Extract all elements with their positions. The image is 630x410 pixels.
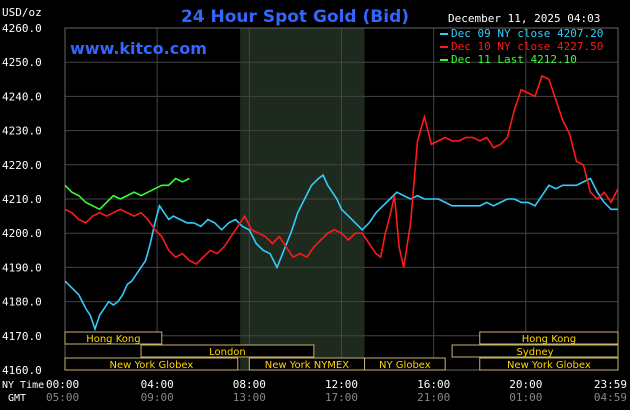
market-sessions: Hong Kong London New York Globex New York N… <box>64 331 619 371</box>
x-tick-gmt: 01:00 <box>509 391 542 404</box>
session-label: NY Globex <box>379 360 431 371</box>
session-box: Sydney <box>451 344 619 358</box>
x-tick-gmt: 17:00 <box>325 391 358 404</box>
x-tick-gmt: 09:00 <box>141 391 174 404</box>
session-label: Sydney <box>517 347 554 358</box>
y-tick-label: 4180.0 <box>2 296 42 309</box>
session-box: Hong Kong <box>64 331 163 345</box>
y-axis-label: USD/oz <box>2 6 42 19</box>
y-tick-label: 4160.0 <box>2 364 42 377</box>
series-line <box>64 177 190 211</box>
y-tick-label: 4230.0 <box>2 125 42 138</box>
session-rect <box>451 344 619 358</box>
x-tick-ny: 04:00 <box>141 378 174 391</box>
x-tick-gmt: 21:00 <box>417 391 450 404</box>
legend-entry: Dec 11 Last 4212.10 <box>451 53 577 66</box>
chart-title: 24 Hour Spot Gold (Bid) <box>181 7 409 27</box>
x-tick-ny: 23:59 <box>594 378 627 391</box>
session-rect <box>140 344 315 358</box>
session-label: Hong Kong <box>522 334 576 345</box>
x-tick-ny: 20:00 <box>509 378 542 391</box>
date-label: December 11, 2025 04:03 <box>448 12 600 25</box>
y-tick-label: 4220.0 <box>2 159 42 172</box>
series-lines <box>64 74 619 332</box>
x-tick-gmt: 04:59 <box>594 391 627 404</box>
x-tick-ny: 12:00 <box>325 378 358 391</box>
gmt-label: GMT <box>8 393 26 404</box>
y-tick-label: 4260.0 <box>2 22 42 35</box>
session-rect <box>64 331 163 345</box>
session-label: Hong Kong <box>86 334 140 345</box>
series-line <box>64 173 618 332</box>
session-label: London <box>209 347 246 358</box>
session-box: London <box>140 344 315 358</box>
session-box: NY Globex <box>364 357 446 371</box>
series-line <box>64 74 619 268</box>
session-label: New York Globex <box>507 360 591 371</box>
session-rect <box>479 357 619 371</box>
session-box: New York Globex <box>64 357 239 371</box>
session-box: New York Globex <box>479 357 619 371</box>
x-tick-ny: 08:00 <box>233 378 266 391</box>
y-tick-label: 4200.0 <box>2 227 42 240</box>
ny-time-label: NY Time <box>2 380 44 391</box>
session-box: Hong Kong <box>479 331 619 345</box>
legend-entry: Dec 09 NY close 4207.20 <box>451 27 603 40</box>
session-rect <box>364 357 446 371</box>
x-tick-ny: 16:00 <box>417 378 450 391</box>
x-tick-gmt: 05:00 <box>46 391 79 404</box>
x-tick-gmt: 13:00 <box>233 391 266 404</box>
y-axis-ticks: 4260.0 4250.0 4240.0 4230.0 4220.0 4210.0 4200… <box>2 22 42 377</box>
session-box: New York NYMEX <box>248 357 366 371</box>
site-watermark: www.kitco.com <box>70 39 207 58</box>
y-tick-label: 4250.0 <box>2 56 42 69</box>
session-label: New York Globex <box>109 360 193 371</box>
y-tick-label: 4190.0 <box>2 261 42 274</box>
legend-entry: Dec 10 NY close 4227.50 <box>451 40 603 53</box>
y-tick-label: 4240.0 <box>2 90 42 103</box>
session-rect <box>64 357 239 371</box>
x-tick-ny: 00:00 <box>46 378 79 391</box>
session-label: New York NYMEX <box>265 360 350 371</box>
y-tick-label: 4210.0 <box>2 193 42 206</box>
y-tick-label: 4170.0 <box>2 330 42 343</box>
session-rect <box>479 331 619 345</box>
